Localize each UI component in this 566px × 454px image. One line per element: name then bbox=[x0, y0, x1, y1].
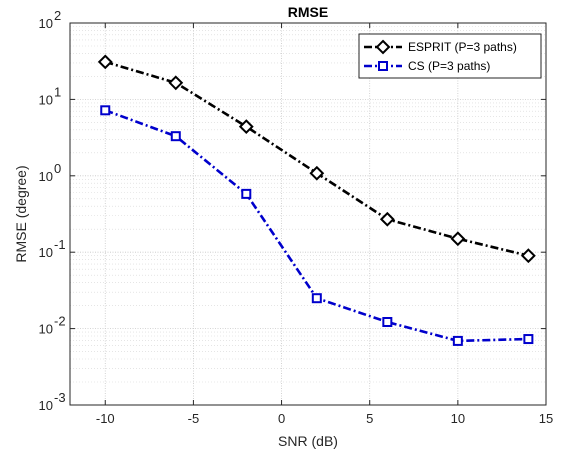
plot-area bbox=[70, 23, 546, 405]
y-tick-exponent: -2 bbox=[54, 314, 66, 329]
data-point-esprit bbox=[97, 54, 113, 70]
data-point-cs bbox=[523, 334, 534, 345]
data-point-esprit bbox=[379, 211, 395, 227]
y-tick-label: 10 bbox=[39, 398, 53, 413]
plot-frame bbox=[69, 22, 547, 406]
y-tick-label: 10 bbox=[39, 245, 53, 260]
legend-label-esprit: ESPRIT (P=3 paths) bbox=[408, 40, 517, 54]
y-tick-exponent: -1 bbox=[54, 237, 66, 252]
y-axis-label: RMSE (degree) bbox=[13, 165, 29, 262]
data-point-cs bbox=[241, 188, 252, 199]
data-point-esprit bbox=[238, 119, 254, 135]
data-point-cs bbox=[100, 105, 111, 116]
x-tick-label: 5 bbox=[366, 411, 373, 426]
y-tick-label: 10 bbox=[39, 322, 53, 337]
y-tick-label: 10 bbox=[39, 16, 53, 31]
legend-marker-esprit bbox=[375, 39, 391, 55]
data-point-cs bbox=[382, 317, 393, 328]
legend-marker-cs bbox=[378, 61, 388, 71]
data-point-cs bbox=[170, 131, 181, 142]
data-point-esprit bbox=[520, 248, 536, 264]
x-tick-label: 10 bbox=[451, 411, 465, 426]
y-tick-label: 10 bbox=[39, 169, 53, 184]
x-tick-label: 15 bbox=[539, 411, 553, 426]
x-tick-label: -10 bbox=[96, 411, 115, 426]
x-axis-label: SNR (dB) bbox=[278, 433, 338, 449]
y-tick-exponent: 0 bbox=[54, 161, 61, 176]
data-point-esprit bbox=[168, 75, 184, 91]
data-point-cs bbox=[311, 293, 322, 304]
y-tick-exponent: 1 bbox=[54, 84, 61, 99]
y-tick-exponent: -3 bbox=[54, 390, 66, 405]
data-point-esprit bbox=[450, 231, 466, 247]
series-layer bbox=[97, 54, 536, 346]
chart-title: RMSE bbox=[288, 4, 328, 20]
data-point-esprit bbox=[309, 165, 325, 181]
x-tick-label: 0 bbox=[278, 411, 285, 426]
y-tick-exponent: 2 bbox=[54, 8, 61, 23]
y-tick-label: 10 bbox=[39, 92, 53, 107]
legend: ESPRIT (P=3 paths) CS (P=3 paths) bbox=[358, 33, 542, 79]
x-tick-label: -5 bbox=[188, 411, 200, 426]
legend-label-cs: CS (P=3 paths) bbox=[408, 59, 490, 73]
data-point-cs bbox=[452, 335, 463, 346]
legend-box bbox=[358, 33, 542, 79]
